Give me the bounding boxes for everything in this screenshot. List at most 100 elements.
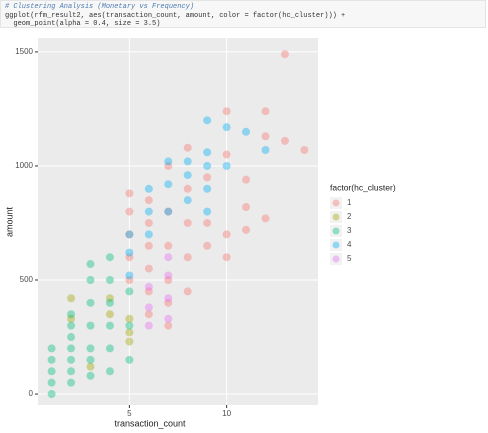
point bbox=[242, 127, 251, 136]
point bbox=[105, 367, 114, 376]
point bbox=[164, 207, 173, 216]
y-tick-label: 1000 bbox=[15, 161, 33, 170]
point bbox=[67, 314, 76, 323]
point bbox=[203, 207, 212, 216]
point bbox=[105, 344, 114, 353]
legend-key bbox=[330, 239, 342, 251]
point bbox=[86, 344, 95, 353]
point bbox=[183, 196, 192, 205]
point bbox=[144, 207, 153, 216]
x-tick-label: 5 bbox=[127, 409, 132, 418]
point bbox=[203, 173, 212, 182]
point bbox=[105, 294, 114, 303]
point bbox=[67, 344, 76, 353]
point bbox=[144, 184, 153, 193]
point bbox=[183, 143, 192, 152]
point bbox=[47, 344, 56, 353]
legend-marker bbox=[332, 213, 340, 221]
point bbox=[144, 287, 153, 296]
point bbox=[222, 161, 231, 170]
legend-label: 4 bbox=[347, 240, 352, 249]
point bbox=[67, 321, 76, 330]
point bbox=[183, 184, 192, 193]
point bbox=[242, 225, 251, 234]
point bbox=[47, 390, 56, 399]
point bbox=[164, 157, 173, 166]
legend-key bbox=[330, 211, 342, 223]
point bbox=[280, 50, 289, 59]
point bbox=[125, 248, 134, 257]
point bbox=[144, 303, 153, 312]
point bbox=[86, 321, 95, 330]
point bbox=[125, 287, 134, 296]
point bbox=[67, 333, 76, 342]
point bbox=[261, 214, 270, 223]
point bbox=[86, 276, 95, 285]
legend-key bbox=[330, 253, 342, 265]
point bbox=[144, 310, 153, 319]
y-tick-label: 0 bbox=[29, 389, 34, 398]
point bbox=[125, 253, 134, 262]
point bbox=[164, 276, 173, 285]
point bbox=[261, 132, 270, 141]
legend-marker bbox=[332, 255, 340, 263]
point bbox=[144, 241, 153, 250]
point bbox=[164, 271, 173, 280]
point bbox=[86, 260, 95, 269]
point bbox=[67, 294, 76, 303]
point bbox=[144, 196, 153, 205]
code-line: geom_point(alpha = 0.4, size = 3.5) bbox=[5, 20, 161, 28]
point bbox=[86, 298, 95, 307]
point bbox=[261, 145, 270, 154]
point bbox=[261, 107, 270, 116]
point bbox=[183, 287, 192, 296]
point bbox=[222, 123, 231, 132]
point bbox=[144, 218, 153, 227]
point bbox=[164, 298, 173, 307]
point bbox=[203, 161, 212, 170]
point bbox=[125, 337, 134, 346]
point bbox=[164, 253, 173, 262]
point bbox=[125, 355, 134, 364]
plot-panel bbox=[38, 38, 318, 405]
point bbox=[125, 230, 134, 239]
point bbox=[203, 218, 212, 227]
legend-label: 1 bbox=[347, 198, 352, 207]
chart: transaction_count amount factor(hc_clust… bbox=[4, 38, 396, 428]
point bbox=[183, 253, 192, 262]
point bbox=[203, 148, 212, 157]
point bbox=[86, 355, 95, 364]
point bbox=[125, 207, 134, 216]
point bbox=[47, 367, 56, 376]
point bbox=[125, 271, 134, 280]
x-tick-label: 10 bbox=[222, 409, 231, 418]
point bbox=[125, 321, 134, 330]
legend-marker bbox=[332, 199, 340, 207]
point bbox=[280, 136, 289, 145]
point bbox=[105, 298, 114, 307]
point bbox=[164, 294, 173, 303]
point bbox=[203, 241, 212, 250]
legend-key bbox=[330, 225, 342, 237]
point bbox=[164, 161, 173, 170]
point bbox=[164, 314, 173, 323]
legend-label: 2 bbox=[347, 212, 352, 221]
code-line: # Clustering Analysis (Monetary vs Frequ… bbox=[5, 3, 195, 11]
point bbox=[203, 116, 212, 125]
legend-label: 3 bbox=[347, 226, 352, 235]
point bbox=[164, 321, 173, 330]
y-axis-label: amount bbox=[4, 206, 14, 237]
point bbox=[67, 355, 76, 364]
point bbox=[125, 328, 134, 337]
point bbox=[242, 175, 251, 184]
point bbox=[164, 207, 173, 216]
point bbox=[105, 253, 114, 262]
x-axis-label: transaction_count bbox=[114, 418, 186, 428]
point bbox=[86, 362, 95, 371]
point bbox=[47, 355, 56, 364]
point bbox=[183, 218, 192, 227]
point bbox=[144, 282, 153, 291]
point bbox=[144, 230, 153, 239]
legend-title: factor(hc_cluster) bbox=[330, 182, 396, 192]
point bbox=[47, 378, 56, 387]
